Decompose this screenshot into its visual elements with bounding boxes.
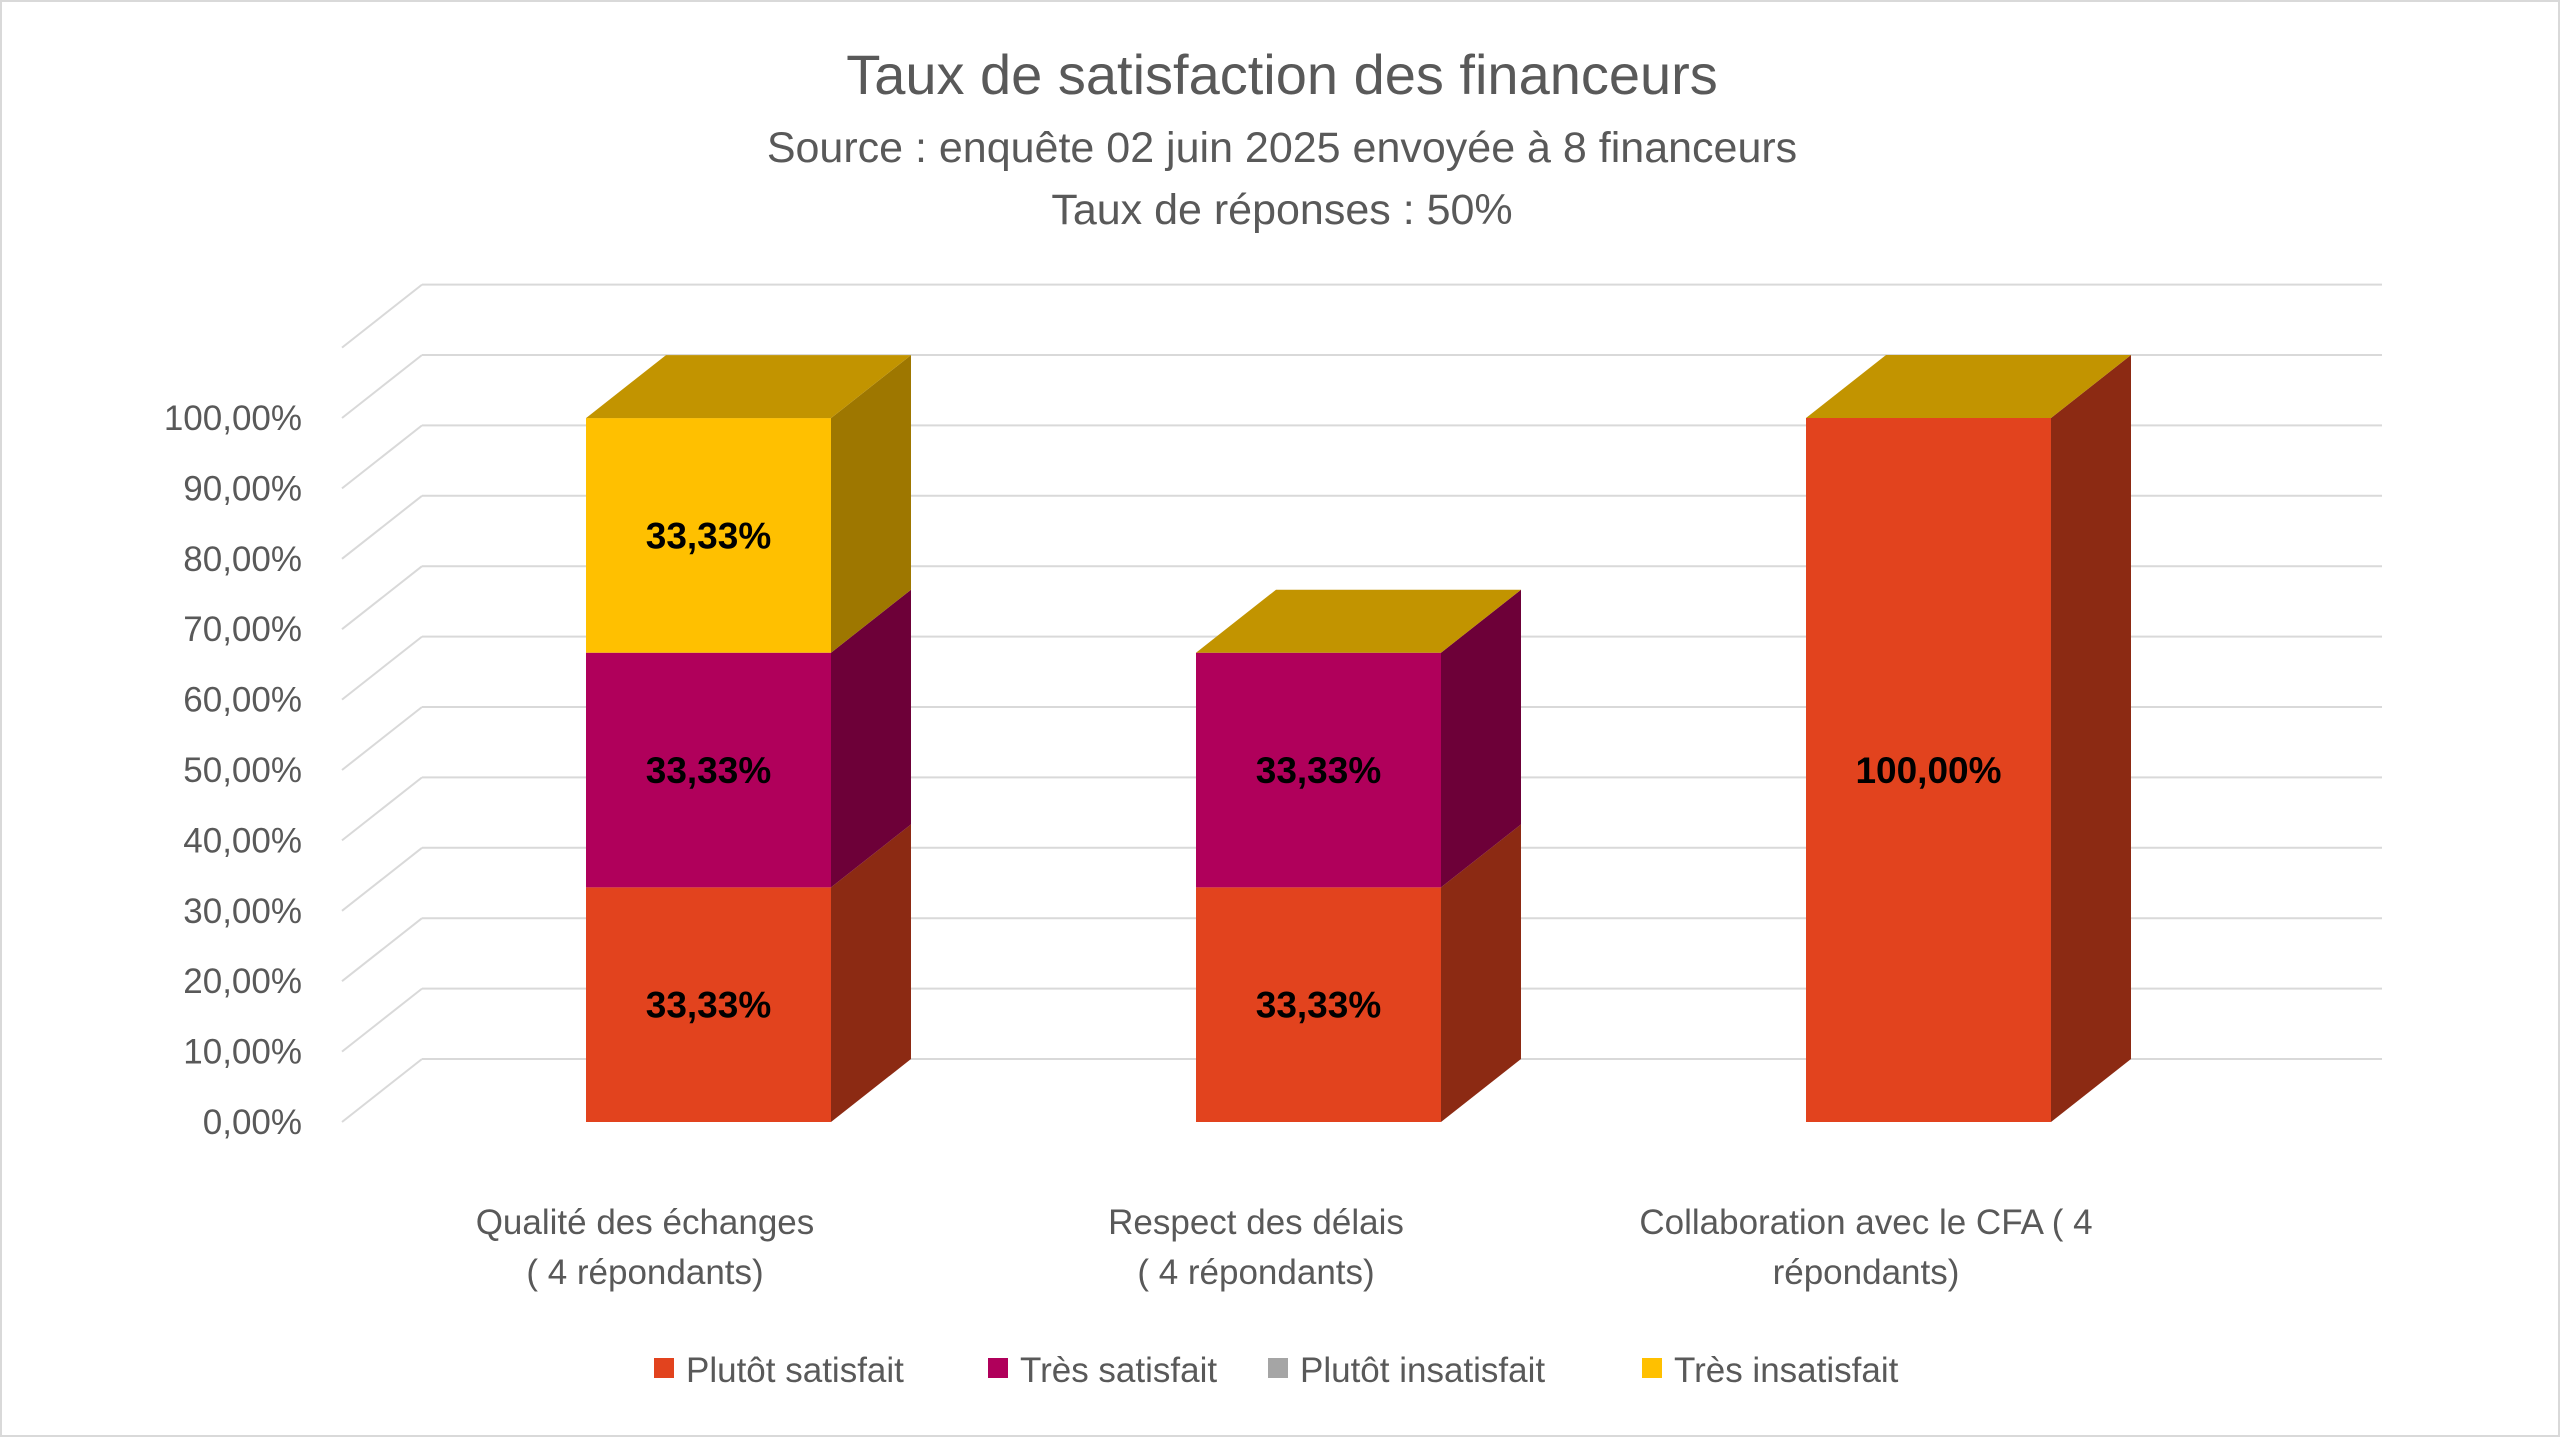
y-tick-label: 100,00% [164,399,302,438]
legend-label: Plutôt insatisfait [1300,1351,1545,1390]
legend-item: Plutôt insatisfait [1268,1351,1545,1390]
bars [586,355,2131,1122]
bar-segment-side [831,589,911,888]
x-axis-category-labels: Qualité des échanges ( 4 répondants) Respe… [476,1203,2093,1292]
y-tick-label: 60,00% [183,681,302,720]
bar-segment-side [831,355,911,653]
bar-segment-front [586,652,831,888]
gridline-diagonal [341,917,423,982]
data-labels: 33,33% 33,33% 33,33% 33,33% 33,33% 100,00% [646,515,2002,1025]
gridline-diagonal [341,1058,423,1123]
gridline-diagonal [341,495,423,560]
chart-subtitle-line-2: Taux de réponses : 50% [1051,186,1512,234]
gridline-diagonal [341,565,423,630]
legend-swatch [654,1358,674,1378]
data-label: 33,33% [1256,985,1382,1026]
category-label: Collaboration avec le CFA ( 4 [1639,1203,2092,1242]
y-tick-label: 10,00% [183,1033,302,1072]
bar-segment-front [586,418,831,653]
gridline-diagonal [341,354,423,419]
bar-top-face [586,355,911,419]
legend: Plutôt satisfait Très satisfait Plutôt ins… [654,1351,1899,1390]
legend-swatch [988,1358,1008,1378]
y-tick-label: 80,00% [183,540,302,579]
y-tick-label: 50,00% [183,751,302,790]
category-label: ( 4 répondants) [526,1253,763,1292]
y-tick-label: 20,00% [183,962,302,1001]
gridline-diagonal [341,847,423,912]
y-tick-label: 70,00% [183,610,302,649]
legend-swatch [1268,1358,1288,1378]
y-tick-label: 0,00% [203,1103,302,1142]
data-label: 33,33% [646,750,772,791]
category-label: Respect des délais [1108,1203,1404,1242]
bar-segment-side [2051,355,2131,1122]
data-label: 33,33% [646,985,772,1026]
gridline-diagonal [341,635,423,701]
y-tick-label: 30,00% [183,892,302,931]
gridline-diagonal [341,424,423,490]
bar-top-face [1806,355,2131,418]
legend-label: Très satisfait [1020,1351,1217,1390]
bar-top-face [1196,589,1521,653]
bar-segment-front [1196,652,1441,888]
bar-segment-front [586,887,831,1122]
gridline-diagonal [341,283,423,349]
legend-item: Plutôt satisfait [654,1351,904,1390]
bar-segment-front [1196,887,1441,1122]
legend-swatch [1642,1358,1662,1378]
data-label: 33,33% [1256,750,1382,791]
y-axis-tick-labels: 0,00% 10,00% 20,00% 30,00% 40,00% 50,00% 60,00… [164,399,302,1142]
legend-label: Plutôt satisfait [686,1351,904,1390]
bar-segment-side [831,824,911,1122]
legend-item: Très satisfait [988,1351,1217,1390]
chart-title: Taux de satisfaction des financeurs [846,43,1718,106]
y-tick-label: 40,00% [183,821,302,860]
data-label: 100,00% [1855,750,2001,791]
gridline-diagonal [341,776,423,842]
legend-label: Très insatisfait [1674,1351,1899,1390]
category-label: Qualité des échanges [476,1203,815,1242]
bar-segment-front [1806,418,2051,1122]
category-label: ( 4 répondants) [1137,1253,1374,1292]
legend-item: Très insatisfait [1642,1351,1899,1390]
bar-segment-side [1441,589,1521,888]
y-tick-label: 90,00% [183,469,302,508]
data-label: 33,33% [646,515,772,556]
bar-segment-side [1441,824,1521,1122]
category-label: répondants) [1773,1253,1960,1292]
gridline-diagonal [341,987,423,1053]
gridline-diagonal [341,706,423,771]
chart-subtitle-line-1: Source : enquête 02 juin 2025 envoyée à … [767,124,1797,172]
